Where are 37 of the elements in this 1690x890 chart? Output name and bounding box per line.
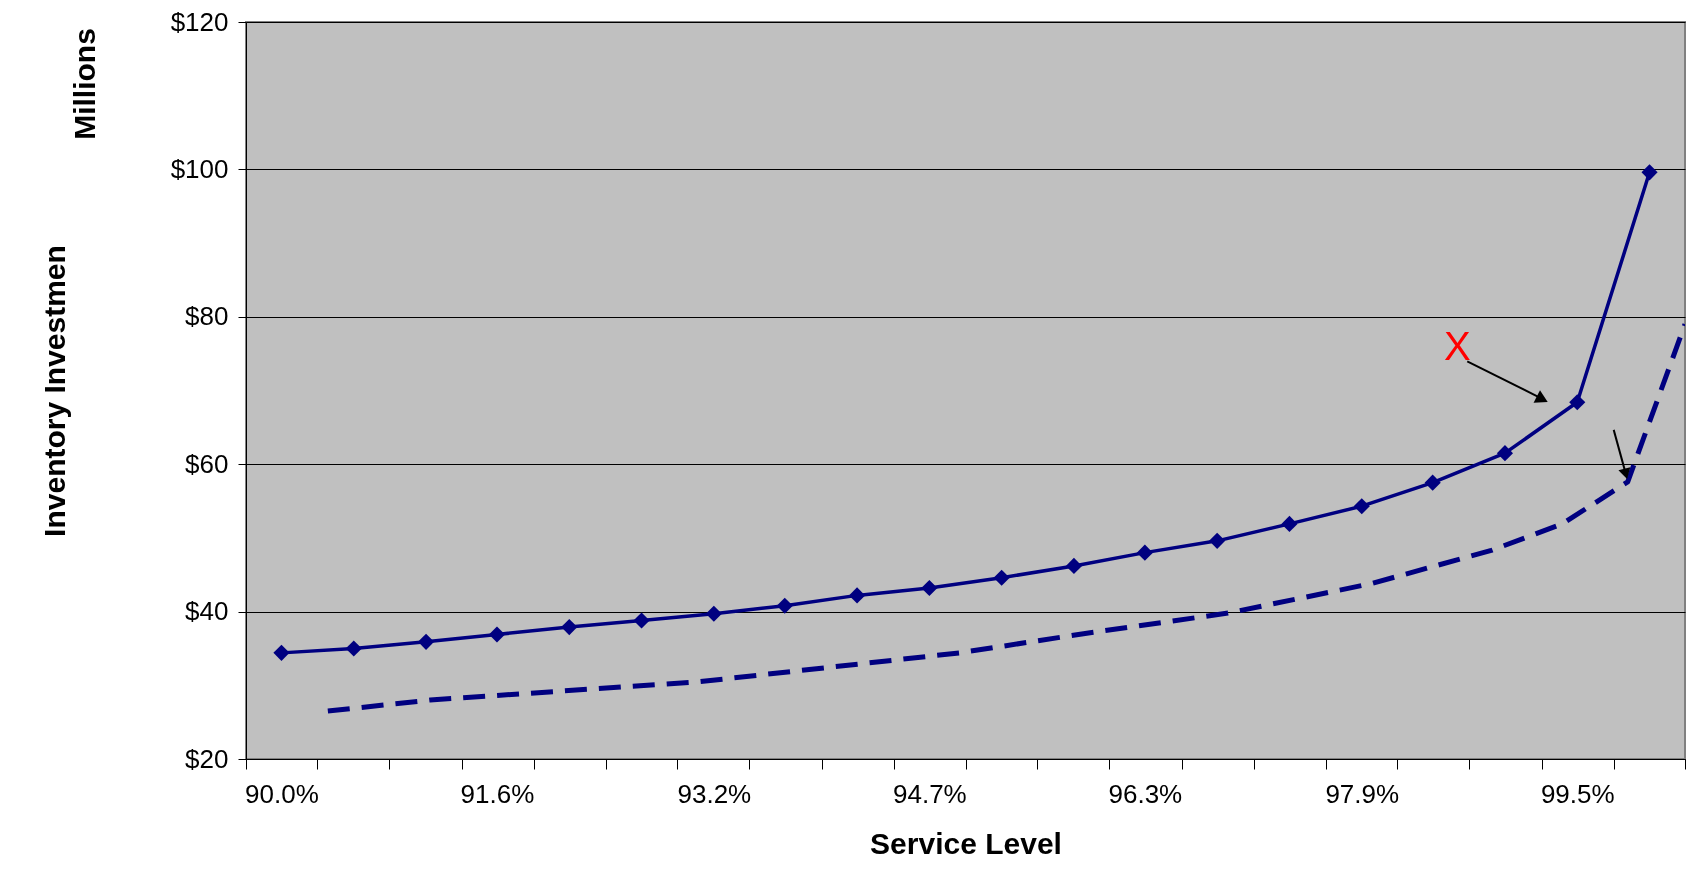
point — [417, 633, 435, 650]
point — [849, 587, 866, 604]
point — [1209, 532, 1226, 549]
point — [1496, 445, 1514, 462]
point — [705, 605, 722, 622]
x-tick-label: 94.7% — [892, 778, 967, 809]
point — [1136, 544, 1153, 561]
point — [1424, 474, 1441, 491]
x-tick-label: 90.0% — [245, 778, 319, 809]
text: Millions — [68, 28, 101, 140]
y-axis-title: Inventory Investmen — [37, 245, 71, 537]
point — [1641, 164, 1658, 181]
annotation: X — [1443, 324, 1471, 369]
x-tick-label: 97.9% — [1325, 778, 1400, 809]
point — [273, 644, 290, 661]
x-axis-title: Service Level — [870, 826, 1062, 860]
y-tick-label: $20 — [185, 743, 229, 774]
point — [633, 612, 650, 629]
x-tick-label: 91.6% — [460, 778, 535, 809]
y-tick-label: $40 — [185, 596, 229, 627]
y-tick-label: $80 — [185, 301, 229, 332]
point — [561, 619, 578, 636]
x-tick-label: 99.5% — [1540, 778, 1615, 809]
y-tick-label: $60 — [185, 448, 229, 479]
point — [1065, 557, 1082, 574]
point — [488, 626, 506, 643]
point — [1353, 498, 1370, 515]
x-tick-label: 93.2% — [677, 778, 752, 809]
y-tick-label: $120 — [170, 6, 229, 37]
point — [1569, 394, 1586, 411]
point — [1281, 515, 1298, 532]
point — [345, 640, 362, 657]
y-tick-label: $100 — [170, 153, 229, 184]
point — [776, 597, 793, 614]
x-tick-label: 96.3% — [1108, 778, 1183, 809]
point — [921, 579, 938, 597]
point — [993, 569, 1010, 586]
